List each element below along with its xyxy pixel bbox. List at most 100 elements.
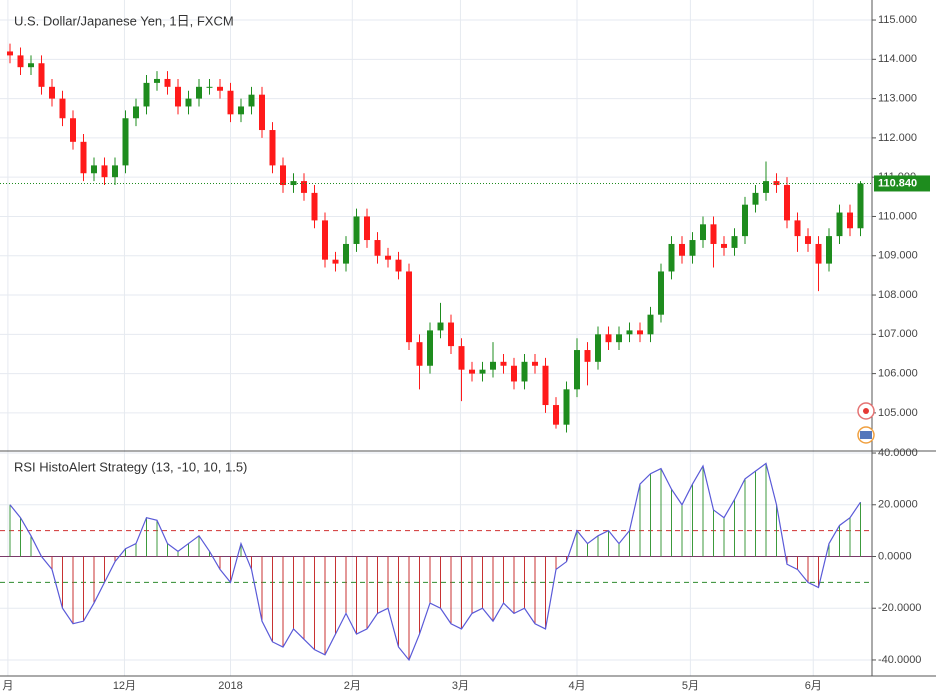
y-tick-label: 40.0000: [878, 447, 918, 459]
candle-body: [59, 98, 66, 119]
candle-body: [91, 165, 97, 174]
y-tick-label: 105.000: [878, 407, 918, 419]
candle-body: [647, 314, 654, 335]
x-tick-label: 4月: [568, 680, 585, 692]
candle-body: [301, 181, 307, 193]
candle-body: [616, 334, 622, 343]
alert-icon-dot: [863, 408, 869, 414]
y-tick-label: 108.000: [878, 289, 918, 301]
candle-body: [175, 86, 181, 107]
last-price-label: 110.840: [878, 177, 917, 189]
candle-body: [238, 106, 244, 115]
candle-body: [479, 369, 486, 374]
labels: 105.000 106.000 107.000 108.000 109.000 110.0…: [2, 14, 930, 692]
candle-body: [752, 192, 759, 205]
candle-body: [280, 165, 286, 186]
candle-body: [70, 118, 76, 142]
candle-body: [17, 55, 24, 68]
candle-body: [227, 90, 234, 115]
candle-body: [710, 224, 717, 244]
candle-body: [626, 330, 633, 335]
candle-body: [353, 216, 360, 244]
candle-body: [605, 334, 612, 343]
candle-body: [322, 220, 328, 260]
marks: [0, 43, 872, 662]
y-tick-label: 106.000: [878, 368, 918, 380]
candle-body: [406, 271, 412, 343]
event-icon-flag: [860, 431, 872, 439]
candle-body: [311, 192, 318, 221]
candle-body: [815, 243, 822, 264]
y-tick-label: 115.000: [878, 14, 917, 26]
y-tick-label: 107.000: [878, 328, 918, 340]
candle-body: [773, 181, 780, 186]
y-tick-label: -20.0000: [878, 602, 921, 614]
candle-body: [217, 86, 223, 91]
candle-body: [689, 240, 696, 256]
candle-body: [374, 240, 381, 256]
candle-body: [80, 141, 87, 174]
candle-body: [542, 365, 549, 406]
candle-body: [490, 361, 496, 370]
candle-body: [448, 322, 454, 347]
candle-body: [143, 82, 150, 107]
candle-body: [532, 361, 538, 366]
candle-body: [595, 334, 601, 362]
x-tick-label: 2018: [218, 680, 242, 692]
candle-body: [763, 181, 769, 193]
candle-body: [206, 86, 213, 88]
candle-body: [794, 220, 801, 237]
candle-body: [332, 259, 339, 264]
x-tick-label: 5月: [682, 680, 699, 692]
candle-body: [122, 118, 129, 166]
y-tick-label: 110.000: [878, 210, 917, 222]
candle-body: [427, 330, 433, 366]
candle-body: [700, 224, 706, 241]
y-tick-label: 113.000: [878, 93, 917, 105]
candle-body: [521, 361, 528, 382]
candle-body: [38, 63, 45, 87]
candle-body: [784, 185, 790, 221]
candle-body: [185, 98, 192, 107]
candle-body: [164, 78, 171, 87]
candle-body: [731, 236, 738, 248]
x-tick-label: 12月: [113, 680, 136, 692]
candle-body: [416, 342, 423, 366]
candle-body: [500, 361, 507, 366]
candle-body: [101, 165, 108, 178]
candle-body: [259, 94, 265, 131]
candle-body: [857, 183, 864, 229]
candle-body: [469, 369, 475, 374]
indicator-title: RSI HistoAlert Strategy (13, -10, 10, 1.…: [14, 459, 247, 474]
candle-body: [395, 259, 402, 272]
candle-body: [133, 106, 139, 119]
candle-body: [437, 322, 444, 331]
candle-body: [721, 243, 727, 248]
x-tick-label: 2月: [344, 680, 361, 692]
candle-body: [112, 165, 118, 178]
candle-body: [847, 212, 853, 229]
candle-body: [668, 243, 675, 272]
candle-body: [584, 350, 591, 362]
candle-body: [679, 243, 685, 256]
candle-body: [553, 405, 559, 425]
candle-body: [836, 212, 843, 237]
candle-body: [7, 51, 13, 56]
candle-body: [196, 86, 202, 99]
candle-body: [742, 204, 748, 237]
candle-body: [458, 346, 465, 370]
candle-body: [343, 243, 349, 264]
candle-body: [154, 78, 160, 83]
candle-body: [826, 236, 832, 264]
candle-body: [248, 94, 255, 107]
x-tick-label: 6月: [805, 680, 822, 692]
x-tick-label: 月: [2, 680, 13, 692]
x-tick-label: 3月: [452, 680, 469, 692]
y-tick-label: -40.0000: [878, 654, 921, 666]
y-tick-label: 20.0000: [878, 499, 918, 511]
candle-body: [49, 86, 55, 99]
candle-body: [269, 130, 276, 166]
y-tick-label: 109.000: [878, 250, 918, 262]
y-tick-label: 114.000: [878, 53, 917, 65]
chart-title: U.S. Dollar/Japanese Yen, 1日, FXCM: [14, 13, 234, 28]
